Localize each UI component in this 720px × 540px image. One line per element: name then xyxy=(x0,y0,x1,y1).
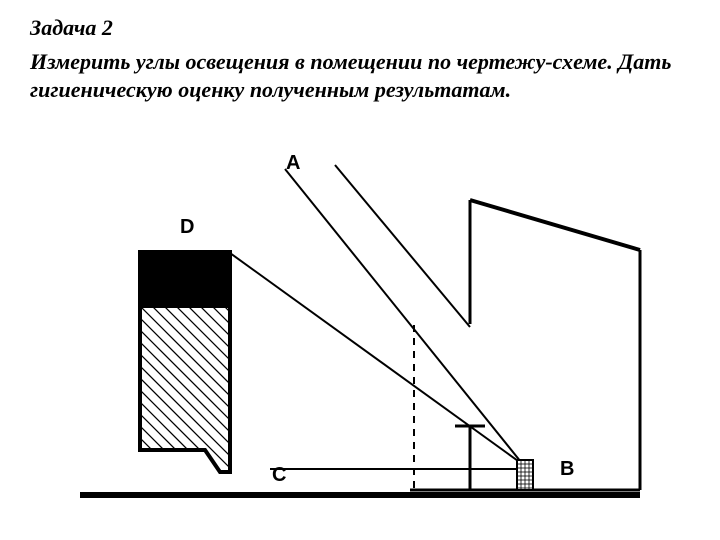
label-D: D xyxy=(180,216,194,239)
label-C: C xyxy=(272,464,286,487)
task-subtitle: Измерить углы освещения в помещении по ч… xyxy=(30,48,690,103)
task-title: Задача 2 xyxy=(30,15,113,41)
lighting-diagram xyxy=(0,150,720,540)
label-B: B xyxy=(560,458,574,481)
label-A: A xyxy=(286,152,300,175)
page-root: Задача 2 Измерить углы освещения в помещ… xyxy=(0,0,720,540)
